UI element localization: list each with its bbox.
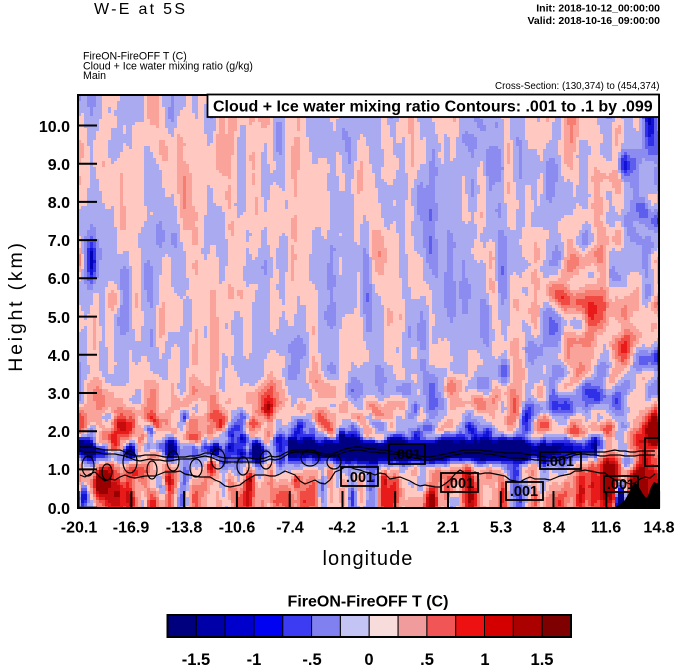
svg-text:-10.6: -10.6 bbox=[219, 520, 256, 537]
svg-text:-7.4: -7.4 bbox=[276, 520, 304, 537]
svg-text:Init: 2018-10-12_00:00:00: Init: 2018-10-12_00:00:00 bbox=[536, 3, 660, 15]
svg-text:10.0: 10.0 bbox=[39, 119, 70, 136]
svg-text:.001: .001 bbox=[346, 470, 374, 486]
svg-text:5.3: 5.3 bbox=[490, 520, 512, 537]
svg-text:0.0: 0.0 bbox=[48, 501, 70, 518]
svg-text:-16.9: -16.9 bbox=[113, 520, 150, 537]
svg-text:14.8: 14.8 bbox=[643, 520, 674, 537]
svg-text:8.4: 8.4 bbox=[543, 520, 565, 537]
svg-text:.001: .001 bbox=[393, 447, 421, 463]
svg-text:FireON-FireOFF T (C): FireON-FireOFF T (C) bbox=[83, 51, 187, 63]
svg-text:7.0: 7.0 bbox=[48, 233, 70, 250]
svg-text:.001: .001 bbox=[510, 484, 538, 500]
svg-text:3.0: 3.0 bbox=[48, 386, 70, 403]
svg-text:W-E at 5S: W-E at 5S bbox=[94, 1, 187, 18]
svg-text:-1: -1 bbox=[247, 651, 262, 667]
svg-text:1.0: 1.0 bbox=[48, 462, 70, 479]
svg-text:-.5: -.5 bbox=[302, 651, 321, 667]
svg-text:Height (km): Height (km) bbox=[5, 240, 27, 372]
svg-text:0: 0 bbox=[364, 651, 373, 667]
svg-text:longitude: longitude bbox=[322, 548, 413, 570]
svg-text:.001: .001 bbox=[607, 477, 635, 493]
svg-text:-13.8: -13.8 bbox=[166, 520, 203, 537]
svg-text:11.6: 11.6 bbox=[591, 520, 621, 537]
svg-text:Main: Main bbox=[83, 70, 106, 82]
svg-text:.5: .5 bbox=[420, 651, 434, 667]
svg-text:8.0: 8.0 bbox=[48, 195, 70, 212]
svg-text:-1.5: -1.5 bbox=[182, 651, 210, 667]
svg-text:9.0: 9.0 bbox=[48, 157, 70, 174]
svg-text:2.0: 2.0 bbox=[48, 424, 70, 441]
svg-text:Cloud + Ice water mixing ratio: Cloud + Ice water mixing ratio (g/kg) bbox=[83, 60, 253, 72]
svg-text:FireON-FireOFF T (C): FireON-FireOFF T (C) bbox=[288, 594, 449, 611]
svg-text:1: 1 bbox=[480, 651, 489, 667]
svg-text:.001: .001 bbox=[546, 454, 574, 470]
svg-text:-20.1: -20.1 bbox=[61, 520, 98, 537]
svg-text:2.1: 2.1 bbox=[437, 520, 459, 537]
svg-text:4.0: 4.0 bbox=[48, 348, 70, 365]
svg-text:Cross-Section: (130,374) to (4: Cross-Section: (130,374) to (454,374) bbox=[495, 81, 659, 92]
svg-text:.001: .001 bbox=[446, 476, 474, 492]
svg-text:Valid: 2018-10-16_09:00:00: Valid: 2018-10-16_09:00:00 bbox=[527, 15, 660, 27]
svg-text:-4.2: -4.2 bbox=[328, 520, 356, 537]
svg-text:-1.1: -1.1 bbox=[381, 520, 409, 537]
svg-text:Cloud + Ice water mixing ratio: Cloud + Ice water mixing ratio Contours:… bbox=[213, 99, 653, 116]
svg-text:1.5: 1.5 bbox=[531, 651, 554, 667]
svg-text:6.0: 6.0 bbox=[48, 271, 70, 288]
svg-text:5.0: 5.0 bbox=[48, 310, 70, 327]
